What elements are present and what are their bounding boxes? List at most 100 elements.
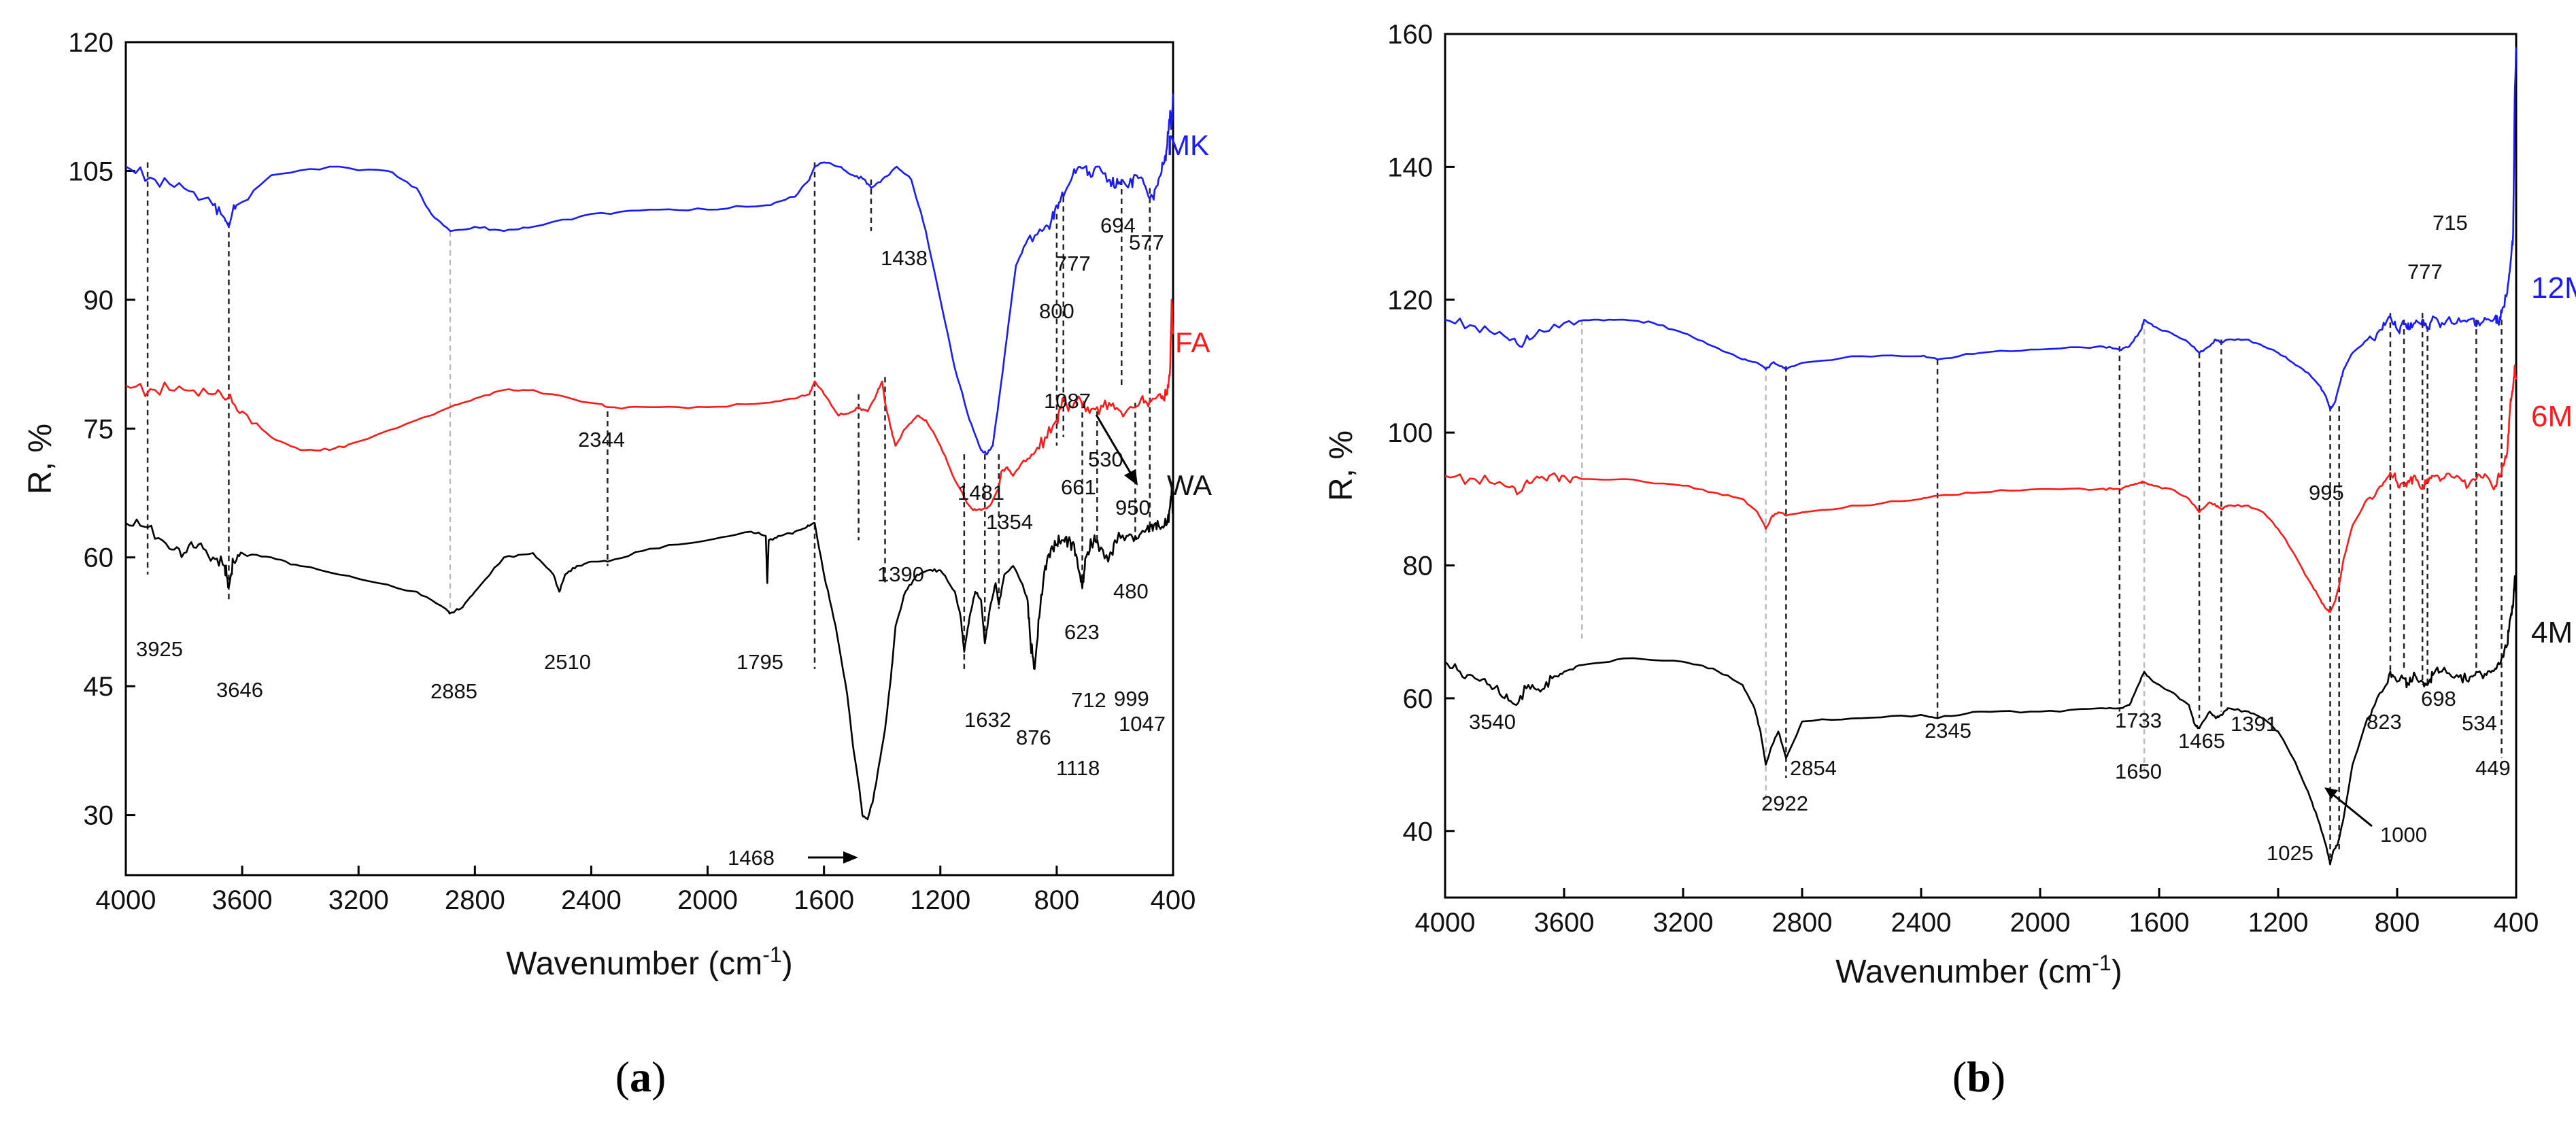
panel-b-x-tick-label: 1600 bbox=[2129, 908, 2190, 938]
annotation-2922: 2922 bbox=[1761, 791, 1808, 815]
panel-b-x-tick-label: 2400 bbox=[1891, 908, 1952, 938]
panel-a-series-wa bbox=[125, 488, 1174, 821]
panel-b-guide-lines bbox=[1581, 313, 2503, 858]
panel-a-y-tick-label: 105 bbox=[68, 156, 114, 186]
arrowhead-1087 bbox=[1124, 469, 1138, 486]
annotation-950: 950 bbox=[1115, 496, 1151, 520]
panel-a-caption: (a) bbox=[615, 1053, 666, 1101]
arrow-1000 bbox=[2332, 793, 2373, 828]
panel-a-x-axis-label-sup: -1 bbox=[762, 942, 781, 967]
panel-b-y-tick-label: 60 bbox=[1403, 684, 1434, 714]
annotation-480: 480 bbox=[1113, 579, 1149, 603]
panel-b-y-tick-label: 120 bbox=[1387, 286, 1433, 316]
annotation-3646: 3646 bbox=[216, 678, 263, 702]
annotation-2885: 2885 bbox=[430, 679, 477, 703]
annotation-1118: 1118 bbox=[1056, 756, 1100, 780]
panel-b-x-tick-label: 3200 bbox=[1653, 908, 1714, 938]
panel-b-x-tick-label: 2000 bbox=[2010, 908, 2071, 938]
annotation-623: 623 bbox=[1064, 620, 1100, 644]
annotation-3925: 3925 bbox=[136, 637, 183, 661]
annotation-715: 715 bbox=[2433, 211, 2468, 235]
panel-a-series bbox=[125, 93, 1174, 821]
panel-b-x-axis-label-sup: -1 bbox=[2092, 951, 2111, 975]
panel-b-x-axis-label-close: ) bbox=[2112, 954, 2122, 990]
panel-a-x-axis-label: Wavenumber (cm-1) bbox=[506, 942, 792, 982]
panel-b-series bbox=[1444, 47, 2518, 866]
annotation-999: 999 bbox=[1114, 687, 1149, 711]
annotation-823: 823 bbox=[2367, 710, 2402, 734]
annotation-661: 661 bbox=[1061, 475, 1096, 499]
annotation-1390: 1390 bbox=[877, 562, 924, 586]
panel-a-x-tick-label: 1200 bbox=[910, 885, 970, 915]
annotation-2345: 2345 bbox=[1925, 719, 1971, 743]
panel-b-x-tick-label: 1200 bbox=[2248, 908, 2309, 938]
panel-b-y-tick-label: 160 bbox=[1387, 20, 1433, 50]
annotation-1632: 1632 bbox=[964, 708, 1011, 732]
annotation-1468: 1468 bbox=[728, 846, 775, 870]
panel-a-x-tick-label: 2800 bbox=[445, 885, 505, 915]
panel-b-x-tick-label: 400 bbox=[2494, 908, 2539, 938]
annotation-698: 698 bbox=[2421, 687, 2456, 711]
panel-a-guide-lines bbox=[146, 162, 1151, 669]
arrowhead-1468 bbox=[843, 851, 858, 864]
panel-b-x-tick-label: 4000 bbox=[1415, 908, 1476, 938]
panel-a-y-tick-label: 90 bbox=[84, 286, 114, 316]
panel-b-y-tick-label: 80 bbox=[1403, 551, 1434, 581]
panel-b-x-tick-label: 3600 bbox=[1534, 908, 1595, 938]
annotation-1795: 1795 bbox=[736, 650, 783, 674]
panel-a-y-tick-label: 60 bbox=[84, 543, 114, 573]
annotation-995: 995 bbox=[2309, 481, 2344, 505]
annotation-1047: 1047 bbox=[1119, 712, 1166, 736]
panel-a-x-axis-label-close: ) bbox=[782, 946, 793, 982]
arrowhead-1000 bbox=[2324, 787, 2338, 799]
panel-b-legend-12m: 12M bbox=[2531, 271, 2576, 305]
annotation-534: 534 bbox=[2462, 711, 2497, 735]
annotation-1354: 1354 bbox=[986, 510, 1033, 534]
annotation-876: 876 bbox=[1016, 726, 1051, 749]
panel-a-y-tick-label: 120 bbox=[68, 28, 114, 58]
panel-a-x-tick-label: 1600 bbox=[794, 885, 854, 915]
panel-a-x-tick-label: 3200 bbox=[328, 885, 389, 915]
panel-b-x-axis-label: Wavenumber (cm-1) bbox=[1835, 951, 2122, 990]
panel-a-series-fa bbox=[125, 299, 1174, 511]
panel-b: 4000 3600 3200 2800 2400 2000 1600 1200 800 400 40… bbox=[1323, 20, 2576, 1101]
panel-a-x-tick-label: 2000 bbox=[677, 885, 738, 915]
annotation-1465: 1465 bbox=[2178, 729, 2225, 753]
panel-a-legend-wa: WA bbox=[1167, 469, 1212, 501]
panel-b-y-axis-label: R, % bbox=[1323, 430, 1359, 501]
panel-b-plot-frame bbox=[1444, 33, 2518, 899]
panel-a-x-axis-label-text: Wavenumber (cm bbox=[506, 946, 762, 982]
panel-a-x-tick-label: 3600 bbox=[212, 885, 273, 915]
annotation-1391: 1391 bbox=[2231, 712, 2277, 736]
annotation-1000: 1000 bbox=[2380, 823, 2427, 847]
annotation-777: 777 bbox=[1055, 252, 1091, 275]
panel-a-legend-fa: FA bbox=[1175, 326, 1210, 358]
panel-a-series-mk bbox=[125, 93, 1174, 456]
panel-b-y-tick-label: 40 bbox=[1403, 817, 1434, 847]
annotation-2344: 2344 bbox=[578, 428, 625, 452]
panel-b-caption: (b) bbox=[1952, 1053, 2005, 1101]
panel-b-series-12m bbox=[1444, 47, 2518, 411]
panel-b-legend-4m: 4M bbox=[2531, 616, 2573, 649]
panel-b-legend-6m: 6M bbox=[2531, 400, 2573, 433]
panel-b-x-tick-label: 2800 bbox=[1772, 908, 1833, 938]
panel-b-y-tick-label: 100 bbox=[1387, 418, 1433, 448]
panel-b-caption-letter: b bbox=[1967, 1053, 1991, 1101]
panel-a: 4000 3600 3200 2800 2400 2000 1600 1200 800 400 30… bbox=[22, 28, 1212, 1101]
panel-a-axes: 4000 3600 3200 2800 2400 2000 1600 1200 800 400 30… bbox=[68, 28, 1196, 915]
annotation-2510: 2510 bbox=[544, 650, 591, 674]
panel-b-y-tick-label: 140 bbox=[1387, 152, 1433, 182]
panel-a-y-axis-label: R, % bbox=[22, 424, 58, 494]
panel-b-series-4m bbox=[1444, 575, 2518, 866]
annotation-1481: 1481 bbox=[957, 481, 1004, 505]
arrow-1087 bbox=[1095, 414, 1134, 477]
panel-a-caption-letter: a bbox=[630, 1053, 651, 1101]
panel-b-x-tick-label: 800 bbox=[2375, 908, 2420, 938]
panel-b-x-axis-label-text: Wavenumber (cm bbox=[1835, 954, 2092, 990]
panel-a-x-tick-label: 400 bbox=[1151, 885, 1196, 915]
annotation-712: 712 bbox=[1071, 688, 1106, 712]
annotation-1438: 1438 bbox=[881, 246, 928, 270]
annotation-1025: 1025 bbox=[2267, 841, 2314, 865]
panel-a-x-tick-label: 800 bbox=[1034, 885, 1080, 915]
